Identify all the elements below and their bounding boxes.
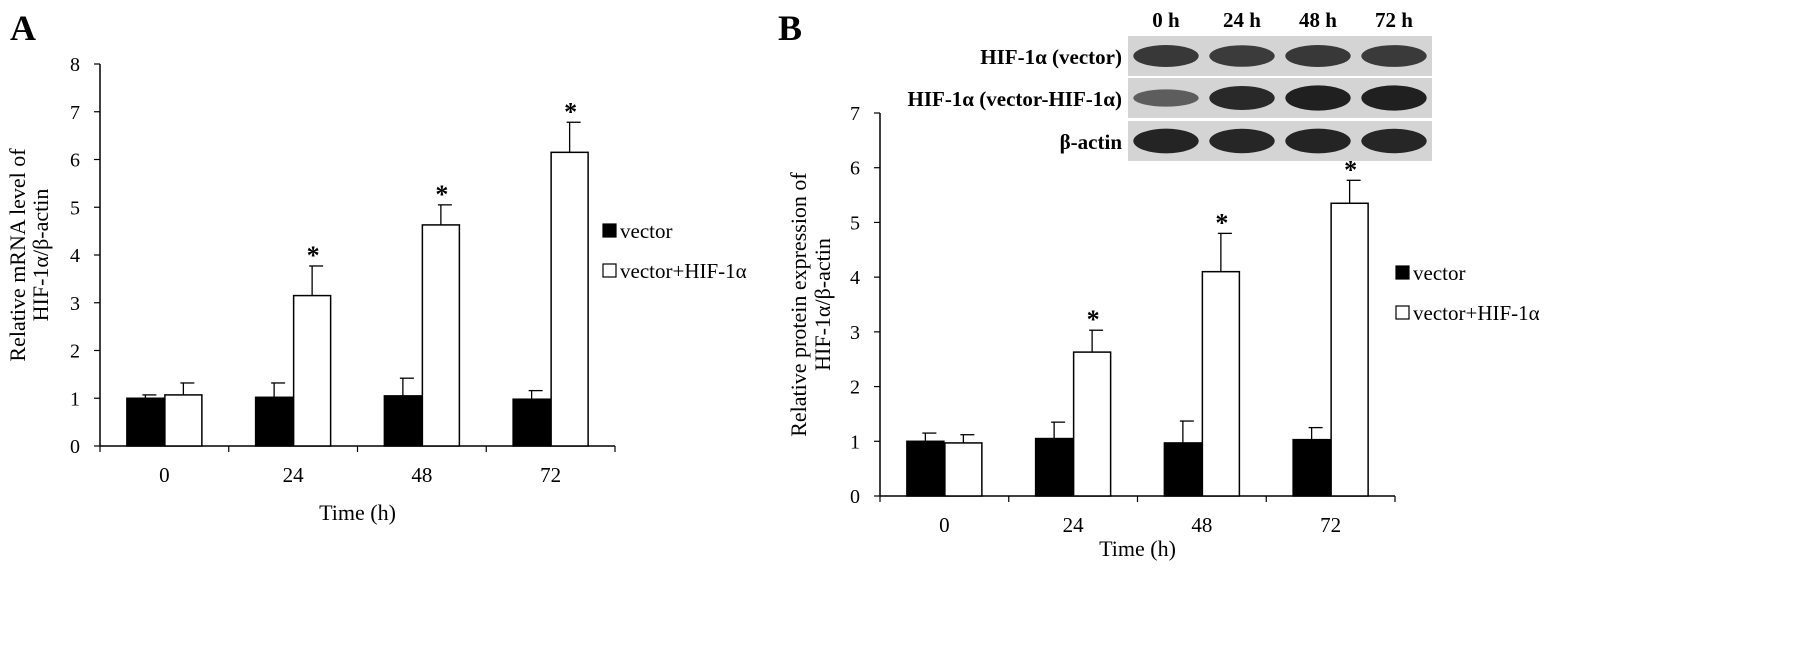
y-tick-label: 2 [70, 341, 80, 363]
legend-label-vector-hif: vector+HIF-1α [1413, 301, 1540, 325]
blot-time-label: 0 h [1152, 8, 1180, 32]
legend-label-vector: vector [620, 219, 672, 243]
blot-band [1209, 45, 1275, 67]
legend-swatch-vector-hif [602, 263, 617, 278]
bar-vector-hif [944, 442, 983, 497]
bar-vector [1292, 438, 1331, 497]
bar-vector [512, 398, 551, 447]
bar-vector-hif [292, 294, 332, 447]
blot-band [1361, 45, 1427, 67]
x-tick-label: 72 [1320, 513, 1341, 537]
y-axis-title: HIF-1α/β-actin [28, 189, 53, 322]
blot-band [1209, 85, 1275, 111]
x-tick-label: 24 [1063, 513, 1085, 537]
significance-star: * [564, 97, 577, 126]
y-tick-label: 0 [70, 436, 80, 458]
y-tick-label: 5 [850, 212, 860, 234]
bar-vector [1034, 437, 1074, 497]
x-axis-title: Time (h) [319, 500, 396, 525]
bar-vector [906, 440, 945, 497]
legend-label-vector: vector [1413, 261, 1465, 285]
legend-label-vector-hif: vector+HIF-1α [620, 259, 747, 283]
significance-star: * [1344, 155, 1357, 184]
y-tick-label: 6 [70, 150, 80, 172]
bar-vector-hif [1072, 351, 1112, 497]
x-tick-label: 48 [1191, 513, 1212, 537]
y-axis-title: Relative protein expression of [786, 172, 811, 437]
panel-letter: B [778, 8, 802, 48]
legend-swatch-vector [602, 223, 617, 238]
y-tick-label: 2 [850, 377, 860, 399]
y-tick-label: 7 [70, 102, 80, 124]
y-tick-label: 3 [850, 322, 860, 344]
bar-vector-hif [1201, 270, 1241, 497]
bar-vector-hif [550, 151, 589, 447]
blot-row-label: HIF-1α (vector) [980, 45, 1122, 69]
significance-star: * [307, 241, 320, 270]
x-tick-label: 0 [939, 513, 950, 537]
y-axis-title: Relative mRNA level of [5, 148, 30, 362]
y-tick-label: 3 [70, 293, 80, 315]
blot-band [1133, 89, 1199, 107]
x-tick-label: 48 [411, 463, 432, 487]
y-tick-label: 0 [850, 486, 860, 508]
significance-star: * [1087, 305, 1100, 334]
legend-swatch-vector [1395, 265, 1410, 280]
blot-band [1285, 45, 1351, 67]
significance-star: * [435, 180, 448, 209]
y-tick-label: 4 [70, 245, 80, 267]
y-tick-label: 1 [850, 431, 860, 453]
y-tick-label: 5 [70, 197, 80, 219]
y-tick-label: 8 [70, 54, 80, 76]
bar-vector [383, 395, 423, 447]
blot-band [1133, 45, 1199, 67]
panel-b: B 0 1 2 3 4 5 6 7 0 24 48 72 Time (h) Relative protein… [778, 8, 1540, 561]
bar-vector [254, 396, 294, 447]
blot-band [1361, 85, 1427, 111]
blot-row-label: HIF-1α (vector-HIF-1α) [907, 87, 1122, 111]
western-blot: 0 h 24 h 48 h 72 h HIF-1α (vector) HIF-1α (ve… [907, 8, 1432, 161]
blot-band [1133, 128, 1199, 154]
y-tick-label: 7 [850, 103, 860, 125]
x-tick-label: 72 [540, 463, 561, 487]
blot-band [1285, 128, 1351, 154]
x-axis-title: Time (h) [1099, 536, 1176, 561]
y-axis-title: HIF-1α/β-actin [810, 238, 835, 371]
blot-time-label: 72 h [1375, 8, 1413, 32]
y-tick-label: 4 [850, 267, 860, 289]
blot-band [1361, 128, 1427, 154]
bar-vector [1163, 442, 1203, 497]
blot-band [1285, 85, 1351, 111]
y-tick-label: 6 [850, 158, 860, 180]
blot-time-label: 24 h [1223, 8, 1261, 32]
bar-vector [126, 397, 165, 447]
panel-letter: A [10, 8, 36, 48]
blot-band [1209, 128, 1275, 154]
panel-a: A 0 1 2 3 4 5 6 7 8 0 24 48 72 Time (h) Relative mRNA l… [5, 8, 747, 525]
significance-star: * [1215, 208, 1228, 237]
x-tick-label: 24 [283, 463, 305, 487]
legend-swatch-vector-hif [1395, 305, 1410, 320]
bar-vector-hif [1330, 202, 1369, 497]
x-tick-label: 0 [159, 463, 170, 487]
bar-vector-hif [421, 224, 461, 447]
blot-row-label: β-actin [1060, 130, 1123, 154]
bar-vector-hif [164, 394, 203, 447]
blot-time-label: 48 h [1299, 8, 1337, 32]
y-tick-label: 1 [70, 388, 80, 410]
